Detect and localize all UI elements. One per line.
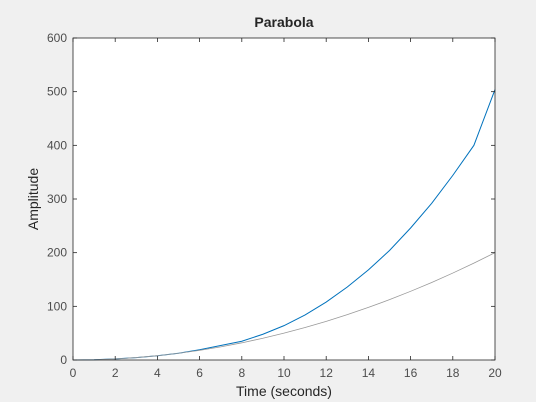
x-tick-label: 18	[446, 366, 460, 380]
y-axis-label: Amplitude	[25, 168, 41, 230]
x-tick-label: 10	[277, 366, 291, 380]
y-tick-label: 0	[60, 353, 67, 367]
y-tick-label: 500	[47, 85, 67, 99]
x-tick-label: 20	[488, 366, 502, 380]
x-tick-label: 2	[112, 366, 119, 380]
plot-area	[73, 38, 495, 360]
series-layer	[72, 89, 496, 361]
x-tick-label: 16	[404, 366, 418, 380]
x-tick-label: 12	[320, 366, 334, 380]
y-tick-label: 600	[47, 31, 67, 45]
x-tick-label: 0	[70, 366, 77, 380]
x-tick-label: 8	[238, 366, 245, 380]
x-axis-label: Time (seconds)	[236, 383, 332, 399]
y-axis: 0 100 200 300 400 500 600	[47, 31, 495, 367]
y-tick-label: 200	[47, 246, 67, 260]
y-tick-label: 100	[47, 299, 67, 313]
y-tick-label: 400	[47, 138, 67, 152]
x-tick-label: 6	[196, 366, 203, 380]
x-tick-label: 4	[154, 366, 161, 380]
chart-title: Parabola	[254, 14, 313, 30]
series-line-2	[72, 252, 496, 361]
x-axis: 0 2 4 6 8 10 12 14 16 18 20	[70, 38, 502, 380]
x-tick-label: 14	[362, 366, 376, 380]
y-tick-label: 300	[47, 192, 67, 206]
